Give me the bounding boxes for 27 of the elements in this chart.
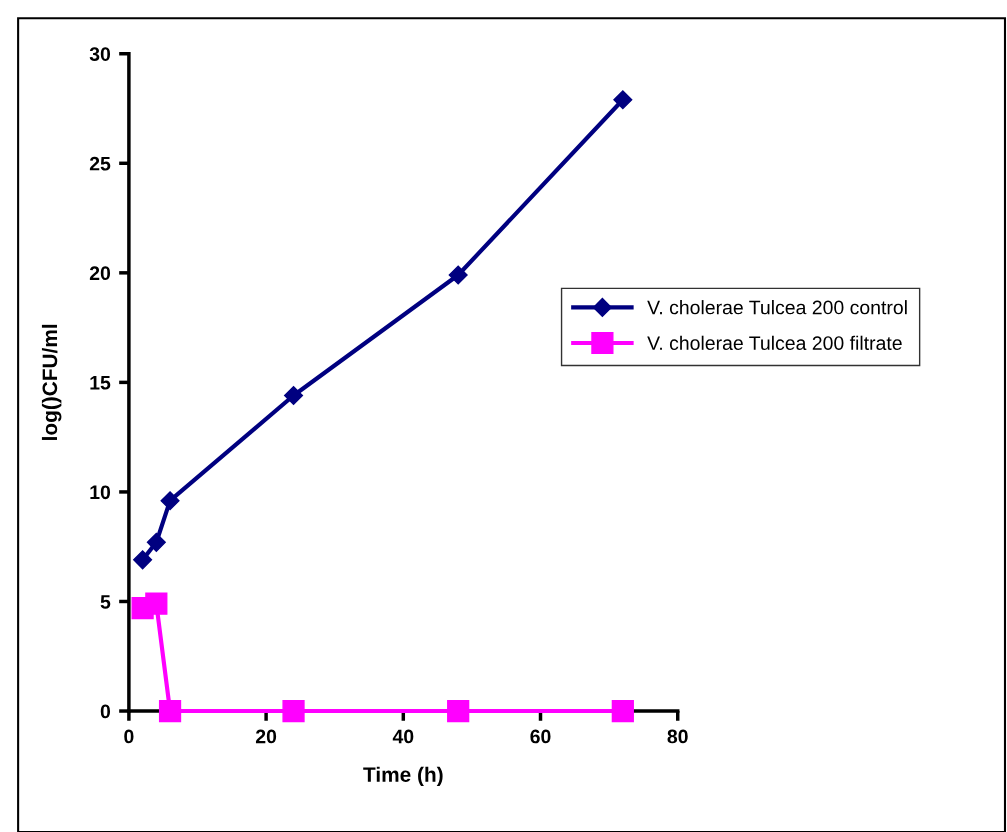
- point: [447, 699, 470, 723]
- point: [146, 532, 166, 552]
- y-tick-label: 10: [90, 485, 111, 500]
- legend-label: V. cholerae Tulcea 200 filtrate: [647, 335, 902, 350]
- x-tick-label: 20: [255, 729, 277, 744]
- x-tick-label: 60: [530, 729, 551, 744]
- point: [448, 265, 468, 285]
- point: [282, 699, 305, 723]
- point: [133, 550, 153, 570]
- y-tick-label: 30: [89, 47, 111, 62]
- y-tick-label: 15: [90, 376, 111, 390]
- point: [613, 90, 633, 110]
- point: [160, 491, 180, 511]
- point: [611, 699, 634, 723]
- x-tick-label: 40: [392, 729, 414, 744]
- point: [145, 592, 168, 615]
- y-axis-title: log()CFU/ml: [41, 324, 62, 440]
- y-tick-label: 25: [89, 156, 111, 171]
- x-axis-title: Time (h): [363, 766, 443, 787]
- x-tick-label: 80: [667, 729, 688, 744]
- point: [284, 385, 304, 406]
- y-tick-label: 0: [100, 704, 111, 719]
- point: [158, 699, 182, 723]
- legend-label: V. cholerae Tulcea 200 control: [647, 300, 907, 315]
- x-tick-label: 0: [124, 729, 134, 744]
- y-tick-label: 5: [100, 595, 111, 609]
- y-tick-label: 20: [89, 266, 111, 281]
